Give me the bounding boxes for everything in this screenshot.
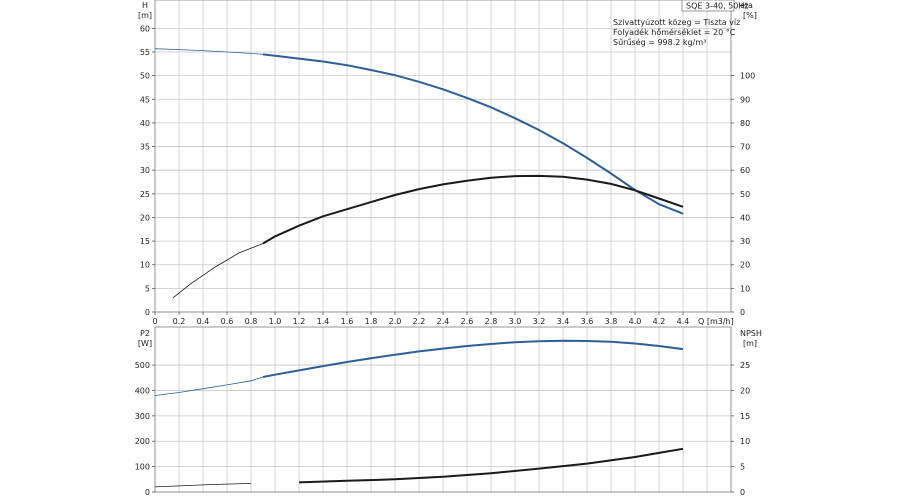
top-ytick-label: 20: [140, 213, 150, 222]
bottom-y2tick-label: 10: [740, 437, 750, 446]
bottom-ylabel: P2: [140, 329, 150, 338]
top-ytick-label: 0: [145, 308, 150, 317]
top-y2tick-label: 40: [740, 213, 750, 222]
top-series-0-thin: [154, 48, 264, 55]
top-ytick-label: 30: [140, 166, 150, 175]
chart-title: SQE 3-40, 50Hz: [686, 2, 749, 11]
bottom-y2label: NPSH: [740, 329, 762, 338]
top-xtick-label: 2.0: [389, 317, 402, 326]
top-ytick-label: 15: [140, 237, 150, 246]
top-ytick-label: 60: [140, 24, 150, 33]
top-ytick-label: 55: [140, 48, 150, 57]
top-y2tick-label: 50: [740, 190, 750, 199]
bottom-y2tick-label: 20: [740, 386, 750, 395]
top-y2tick-label: 30: [740, 237, 750, 246]
bottom-y2tick-label: 25: [740, 361, 750, 370]
bottom-y2tick-label: 0: [740, 488, 745, 497]
top-xtick-label: 3.8: [605, 317, 618, 326]
top-y2tick-label: 100: [740, 72, 755, 81]
top-xtick-label: 4.2: [653, 317, 666, 326]
top-xtick-label: 3.6: [581, 317, 594, 326]
top-xtick-label: 0.2: [173, 317, 186, 326]
note-density: Sűrűség = 998.2 kg/m³: [613, 37, 706, 47]
top-y2tick-label: 20: [740, 261, 750, 270]
top-xtick-label: 1.4: [317, 317, 330, 326]
top-xtick-label: 0.6: [221, 317, 234, 326]
top-xtick-label: 2.4: [437, 317, 450, 326]
top-ytick-label: 25: [140, 190, 150, 199]
top-ytick-label: 5: [145, 284, 150, 293]
top-xtick-label: 3.2: [533, 317, 546, 326]
top-ytick-label: 45: [140, 95, 150, 104]
top-xtick-label: 0.4: [197, 317, 210, 326]
top-y2label-unit: [%]: [743, 11, 757, 20]
bottom-y2label-unit: [m]: [743, 339, 757, 348]
title-box: SQE 3-40, 50Hz: [681, 0, 749, 12]
top-xtick-label: 2.6: [461, 317, 474, 326]
top-ytick-label: 10: [140, 261, 150, 270]
top-y2tick-label: 10: [740, 284, 750, 293]
bottom-series-0: [262, 339, 684, 378]
top-xtick-label: 1.2: [293, 317, 306, 326]
bottom-ytick-label: 0: [145, 488, 150, 497]
top-xtick-label: 1.0: [269, 317, 282, 326]
top-xtick-label: 4.0: [629, 317, 642, 326]
top-y2tick-label: 60: [740, 166, 750, 175]
bottom-ytick-label: 500: [135, 361, 150, 370]
bottom-frame: [154, 326, 732, 493]
top-ytick-label: 50: [140, 72, 150, 81]
top-ylabel: H: [142, 1, 148, 10]
bottom-series-1: [298, 447, 684, 484]
bottom-y2tick-label: 15: [740, 412, 750, 421]
top-panel: 0 5 10 15 20 25 30 35 40 45 50 55 60 0 10 20 30 40 50 60 70 8…: [138, 0, 757, 326]
top-y2tick-label: 70: [740, 143, 750, 152]
bottom-series-1-thin: [154, 483, 252, 488]
note-temperature: Folyadék hőmérséklet = 20 °C: [613, 27, 736, 37]
top-xtick-label: 3.4: [557, 317, 570, 326]
bottom-ylabel-unit: [W]: [138, 339, 152, 348]
top-xtick-label: 0: [152, 317, 157, 326]
top-series-1: [262, 174, 684, 245]
bottom-ytick-label: 400: [135, 386, 150, 395]
top-ylabel-unit: [m]: [138, 11, 152, 20]
top-xlabel: Q [m3/h]: [698, 317, 734, 326]
top-ytick-label: 35: [140, 143, 150, 152]
bottom-ytick-label: 200: [135, 437, 150, 446]
top-y2label: eta: [740, 1, 753, 10]
top-series-1-thin: [172, 243, 264, 299]
bottom-series-0-thin: [154, 376, 264, 396]
top-y2tick-label: 90: [740, 95, 750, 104]
bottom-y2tick-label: 5: [740, 463, 745, 472]
note-liquid: Szivattyúzott közeg = Tiszta víz: [613, 18, 740, 27]
top-y2tick-label: 80: [740, 119, 750, 128]
fluid-notes: Szivattyúzott közeg = Tiszta víz Folyadé…: [613, 18, 740, 47]
top-y2tick-label: 0: [740, 308, 745, 317]
top-xtick-label: 4.4: [677, 317, 690, 326]
top-ytick-label: 40: [140, 119, 150, 128]
top-series-0: [262, 53, 684, 215]
title-box-frame: [681, 0, 735, 12]
top-xtick-label: 2.2: [413, 317, 426, 326]
bottom-ytick-label: 300: [135, 412, 150, 421]
top-xtick-label: 1.6: [341, 317, 354, 326]
bottom-ytick-label: 100: [135, 463, 150, 472]
top-xtick-label: 3.0: [509, 317, 522, 326]
bottom-panel: 0 100 200 300 400 500 0 5 10 15 20 25 P2[W] NPSH[m]: [135, 326, 762, 497]
top-xtick-label: 0.8: [245, 317, 258, 326]
top-xtick-label: 2.8: [485, 317, 498, 326]
top-xtick-label: 1.8: [365, 317, 378, 326]
